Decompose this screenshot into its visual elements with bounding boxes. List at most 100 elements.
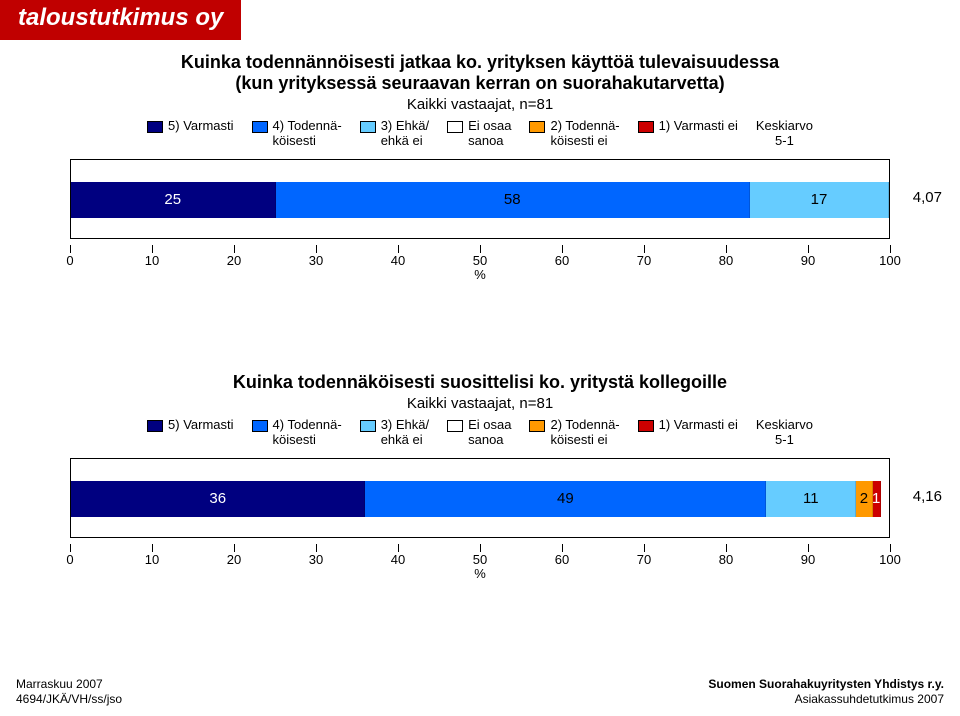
legend-label: 1) Varmasti ei — [659, 418, 738, 433]
axis-tick-label: 40 — [391, 552, 405, 567]
axis-tick-label: 10 — [145, 253, 159, 268]
footer-left-line1: Marraskuu 2007 — [16, 677, 122, 691]
legend-item: 5) Varmasti — [147, 119, 234, 134]
axis-tick-label: 100 — [879, 253, 901, 268]
axis-unit: % — [474, 267, 486, 282]
axis-tick-label: 80 — [719, 253, 733, 268]
axis-tick — [398, 544, 399, 552]
axis-tick — [316, 245, 317, 253]
legend-swatch — [147, 121, 163, 133]
chart2-title: Kuinka todennäköisesti suosittelisi ko. … — [60, 372, 900, 393]
axis-unit: % — [474, 566, 486, 581]
axis-tick-label: 60 — [555, 253, 569, 268]
legend-swatch — [447, 121, 463, 133]
axis-tick — [316, 544, 317, 552]
legend-item: 2) Todennä- köisesti ei — [529, 418, 619, 448]
axis-tick — [726, 544, 727, 552]
legend-label: 1) Varmasti ei — [659, 119, 738, 134]
chart2-legend: 5) Varmasti 4) Todennä- köisesti 3) Ehkä/ … — [20, 418, 940, 448]
legend-item: 4) Todennä- köisesti — [252, 418, 342, 448]
footer-right: Suomen Suorahakuyritysten Yhdistys r.y. … — [708, 677, 944, 706]
axis-tick-label: 90 — [801, 552, 815, 567]
axis-tick — [234, 245, 235, 253]
legend-label: 2) Todennä- köisesti ei — [550, 119, 619, 149]
legend-swatch — [447, 420, 463, 432]
legend-label: 5) Varmasti — [168, 119, 234, 134]
axis-tick — [890, 544, 891, 552]
legend-item: 2) Todennä- köisesti ei — [529, 119, 619, 149]
bar-segment: 49 — [365, 481, 766, 517]
axis-tick-label: 80 — [719, 552, 733, 567]
legend-swatch — [147, 420, 163, 432]
chart2-subtitle: Kaikki vastaajat, n=81 — [0, 395, 960, 412]
legend-label: 3) Ehkä/ ehkä ei — [381, 418, 429, 448]
axis-tick — [234, 544, 235, 552]
bar-segment: 17 — [750, 182, 889, 218]
legend-item: 1) Varmasti ei — [638, 119, 738, 134]
chart1-legend: 5) Varmasti 4) Todennä- köisesti 3) Ehkä/ … — [20, 119, 940, 149]
footer-left: Marraskuu 2007 4694/JKÄ/VH/ss/jso — [16, 677, 122, 706]
legend-label: Ei osaa sanoa — [468, 418, 511, 448]
axis-tick — [890, 245, 891, 253]
chart1-title: Kuinka todennännöisesti jatkaa ko. yrity… — [60, 52, 900, 94]
legend-swatch — [529, 420, 545, 432]
legend-extra: Keskiarvo 5-1 — [756, 119, 813, 149]
bar-segment: 25 — [71, 182, 276, 218]
axis-tick-label: 10 — [145, 552, 159, 567]
legend-swatch — [252, 121, 268, 133]
axis-tick-label: 50 — [473, 253, 487, 268]
chart2-plot: 36491121 — [70, 458, 890, 538]
axis-tick-label: 20 — [227, 552, 241, 567]
chart1-subtitle: Kaikki vastaajat, n=81 — [0, 96, 960, 113]
legend-swatch — [529, 121, 545, 133]
axis-tick — [808, 544, 809, 552]
legend-item: 5) Varmasti — [147, 418, 234, 433]
axis-tick — [808, 245, 809, 253]
chart1-axis: 0102030405060708090100% — [70, 245, 890, 275]
chart2-axis: 0102030405060708090100% — [70, 544, 890, 574]
bar-segment: 36 — [71, 481, 365, 517]
chart1-avg: 4,07 — [913, 189, 942, 206]
axis-tick — [726, 245, 727, 253]
axis-tick-label: 70 — [637, 552, 651, 567]
axis-tick-label: 40 — [391, 253, 405, 268]
axis-tick-label: 20 — [227, 253, 241, 268]
axis-tick-label: 0 — [66, 253, 73, 268]
brand-bar: taloustutkimus oy — [0, 0, 241, 40]
chart1-plot: 255817 — [70, 159, 890, 239]
axis-tick-label: 0 — [66, 552, 73, 567]
axis-tick — [398, 245, 399, 253]
axis-tick — [644, 544, 645, 552]
legend-label: 2) Todennä- köisesti ei — [550, 418, 619, 448]
legend-item: 4) Todennä- köisesti — [252, 119, 342, 149]
chart2-avg: 4,16 — [913, 488, 942, 505]
footer-right-line1: Suomen Suorahakuyritysten Yhdistys r.y. — [708, 677, 944, 691]
legend-swatch — [360, 420, 376, 432]
legend-label: 4) Todennä- köisesti — [273, 119, 342, 149]
axis-tick — [562, 245, 563, 253]
axis-tick-label: 60 — [555, 552, 569, 567]
legend-swatch — [252, 420, 268, 432]
axis-tick-label: 30 — [309, 253, 323, 268]
axis-tick-label: 100 — [879, 552, 901, 567]
axis-tick-label: 30 — [309, 552, 323, 567]
legend-extra: Keskiarvo 5-1 — [756, 418, 813, 448]
legend-item: Ei osaa sanoa — [447, 418, 511, 448]
bar-segment: 11 — [766, 481, 856, 517]
legend-item: 1) Varmasti ei — [638, 418, 738, 433]
axis-tick — [70, 544, 71, 552]
bar-segment: 2 — [856, 481, 872, 517]
legend-item: Ei osaa sanoa — [447, 119, 511, 149]
axis-tick-label: 90 — [801, 253, 815, 268]
legend-label: 3) Ehkä/ ehkä ei — [381, 119, 429, 149]
footer-left-line2: 4694/JKÄ/VH/ss/jso — [16, 692, 122, 706]
footer-right-line2: Asiakassuhdetutkimus 2007 — [708, 692, 944, 706]
axis-tick — [480, 544, 481, 552]
legend-label: Ei osaa sanoa — [468, 119, 511, 149]
axis-tick — [562, 544, 563, 552]
legend-label: 4) Todennä- köisesti — [273, 418, 342, 448]
axis-tick — [152, 544, 153, 552]
axis-tick-label: 70 — [637, 253, 651, 268]
chart2: Kuinka todennäköisesti suosittelisi ko. … — [0, 372, 960, 574]
legend-item: 3) Ehkä/ ehkä ei — [360, 119, 429, 149]
